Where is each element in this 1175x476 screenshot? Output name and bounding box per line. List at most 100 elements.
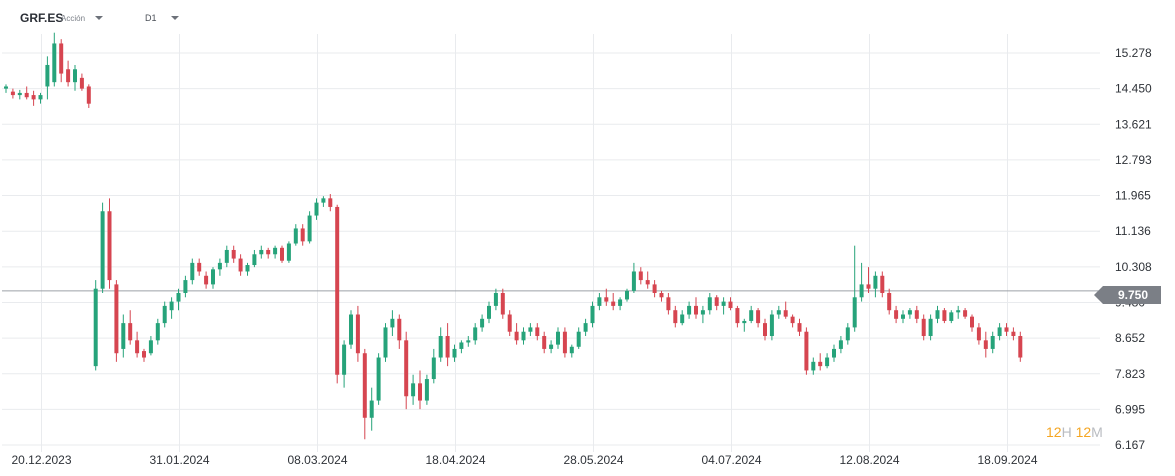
candle-body [162,305,167,324]
x-tick-label: 18.09.2024 [977,453,1037,467]
candle-body [797,323,802,332]
candle [169,297,174,319]
candle-body [852,297,857,328]
range-12h-button[interactable]: 12 [1046,424,1062,440]
candle [921,314,926,341]
candle-body [390,318,395,328]
candle [535,323,540,341]
chart-grid [2,34,1103,452]
candle [314,198,319,220]
candle-body [466,340,471,343]
candle-body [24,92,29,98]
candle [687,301,692,319]
chevron-down-icon[interactable] [171,16,179,20]
candle [631,262,636,293]
candle-body [252,254,257,266]
candle-body [935,310,940,319]
x-tick-label: 20.12.2023 [11,453,71,467]
candle-body [590,305,595,324]
candle [231,245,236,263]
candle-body [452,348,457,358]
candle [1004,323,1009,337]
candle-body [259,249,264,255]
candle-body [1004,327,1009,332]
timeframe-selector[interactable]: D1 [145,13,157,23]
candle-body [569,346,574,354]
candle-body [369,400,374,418]
candle [901,310,905,324]
candle-body [404,340,409,397]
candle-body [142,351,146,358]
candle-body [687,305,692,315]
candle [376,353,381,405]
candle [355,305,360,362]
candle [776,305,781,319]
candle-body [894,310,899,319]
candle-body [300,228,305,242]
candle-body [776,310,781,315]
candle-body [597,297,602,306]
candle-body [383,327,388,358]
candle [59,39,64,83]
candle [155,318,160,345]
candle [493,288,498,311]
instrument-type-label: Acción [61,14,86,23]
candle [142,348,146,362]
y-tick-label: 7.823 [1115,367,1145,381]
range-separator: H [1061,424,1072,440]
candle [114,280,119,362]
symbol-label[interactable]: GRF.ES [20,11,64,25]
candle-body [211,269,215,285]
candle-body [169,301,174,311]
candle [645,271,650,289]
candle-body [666,297,671,311]
candle-body [224,249,229,263]
candle-body [376,357,381,401]
candle-body [873,275,878,289]
candle-body [238,258,243,272]
candle-body [921,318,926,337]
candle [79,73,84,91]
candle-body [576,331,581,347]
candle [549,340,554,354]
candle-body [914,310,919,319]
candle [611,292,616,311]
candle [135,331,140,358]
candle [431,348,436,384]
chevron-down-icon[interactable] [95,16,103,20]
candle-body [838,340,843,349]
candle [907,308,912,319]
range-selector: 12H 12M [1046,424,1103,440]
candle-body [280,247,284,261]
candle [148,336,153,356]
candle-body [845,327,850,341]
candle [328,194,333,212]
candle-body [231,249,236,259]
candle [335,204,340,384]
candle [783,301,788,319]
candle-body [673,310,678,324]
candle [556,327,560,349]
range-12m-button[interactable]: 12 [1075,424,1092,440]
candle-body [38,95,43,100]
candle [700,305,705,324]
x-axis: 20.12.2023 31.01.2024 08.03.2024 18.04.2024… [11,453,1037,467]
candle [38,92,43,104]
candle [128,310,133,345]
candle-body [721,301,726,306]
candle-body [997,327,1002,337]
candle-body [507,314,512,332]
candle [521,327,526,345]
candle [342,340,347,388]
candle-body [480,318,485,328]
candle [183,275,188,298]
candle-body [714,297,719,306]
y-tick-label: 15.278 [1115,46,1152,60]
candle [487,301,491,324]
candle-body [73,69,77,83]
x-tick-label: 12.08.2024 [839,453,899,467]
candle [756,308,761,328]
candle-body [79,77,84,89]
candle-body [790,316,795,324]
